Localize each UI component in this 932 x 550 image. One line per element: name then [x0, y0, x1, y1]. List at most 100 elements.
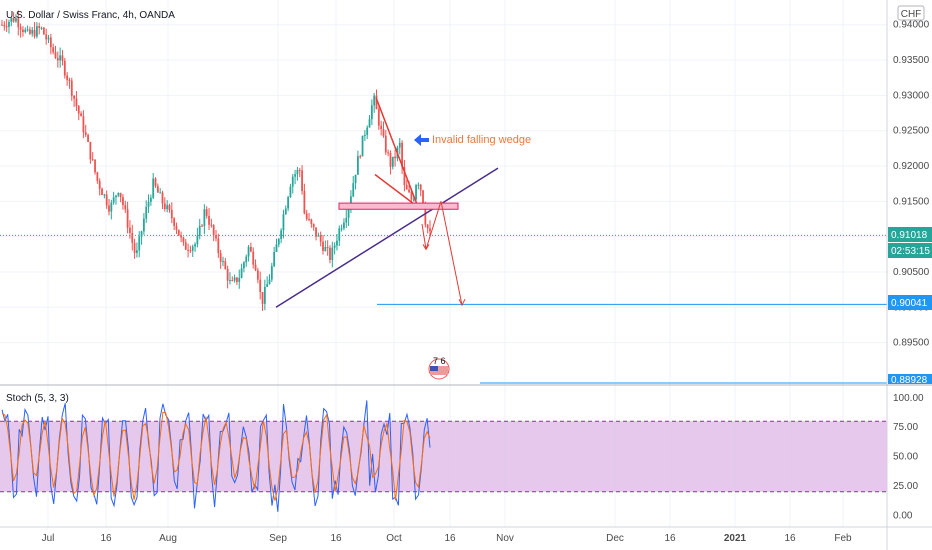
- candle-body: [152, 178, 155, 198]
- wedge-annotation[interactable]: Invalid falling wedge: [414, 134, 531, 146]
- candle-body: [398, 142, 401, 148]
- candle-body: [263, 286, 266, 304]
- projection-path: [421, 201, 463, 306]
- candle-body: [29, 29, 31, 34]
- candle-body: [8, 21, 10, 27]
- candle-body: [217, 238, 220, 254]
- candle-body: [35, 26, 38, 37]
- candle-body: [422, 190, 424, 207]
- candle-body: [356, 156, 359, 175]
- price-tick-4: 0.92000: [893, 161, 930, 172]
- stoch-title: Stoch (5, 3, 3): [6, 393, 69, 404]
- candle-body: [233, 277, 236, 281]
- candle-body: [98, 180, 101, 189]
- candle-body: [303, 191, 306, 214]
- candle-body: [119, 192, 122, 198]
- candle-body: [366, 127, 369, 135]
- candle-body: [243, 262, 245, 269]
- candle-body: [166, 205, 169, 210]
- candle-body: [59, 55, 62, 61]
- currency-badge[interactable]: [897, 5, 925, 21]
- candle-body: [277, 238, 280, 245]
- candle-body: [401, 142, 403, 168]
- candle-body: [410, 192, 413, 200]
- candle-body: [219, 253, 222, 262]
- candle-body: [49, 37, 52, 48]
- candle-body: [198, 225, 201, 236]
- candle-body: [326, 247, 329, 249]
- candle-body: [94, 159, 96, 173]
- candle-body: [229, 280, 231, 282]
- candle-body: [196, 235, 199, 245]
- candle-body: [359, 156, 362, 158]
- candle-body: [282, 214, 285, 231]
- candle-body: [268, 279, 271, 285]
- time-tick-0: Jul: [42, 533, 55, 544]
- candle-body: [156, 186, 159, 193]
- candle-body: [289, 186, 292, 198]
- candle-body: [52, 47, 55, 53]
- candle-body: [96, 172, 99, 181]
- last-price-tag: 0.91018: [888, 227, 932, 242]
- svg-text:0.91018: 0.91018: [891, 230, 928, 241]
- candle-body: [354, 174, 357, 184]
- candle-body: [56, 57, 59, 61]
- candle-body: [270, 266, 273, 280]
- candle-body: [161, 192, 164, 204]
- candle-body: [347, 207, 350, 218]
- candle-body: [33, 29, 36, 37]
- candle-body: [415, 185, 417, 200]
- candle-body: [19, 27, 22, 30]
- stoch-axis[interactable]: 100.00 75.00 50.00 25.00 0.00: [893, 393, 924, 522]
- stoch-band: [0, 421, 887, 492]
- candle-body: [236, 277, 238, 282]
- candle-body: [117, 192, 120, 196]
- candle-body: [168, 205, 171, 210]
- candle-body: [247, 246, 250, 257]
- candle-body: [147, 201, 150, 207]
- candle-body: [101, 188, 103, 195]
- currency-label: CHF: [901, 9, 922, 20]
- price-tick-5: 0.91500: [893, 196, 930, 207]
- candle-body: [363, 134, 366, 136]
- candle-body: [426, 224, 429, 229]
- support-trendline: [275, 167, 499, 308]
- candle-body: [103, 194, 106, 196]
- candle-body: [45, 34, 48, 40]
- candle-body: [136, 250, 138, 253]
- candle-body: [124, 205, 127, 210]
- candle-body: [210, 224, 213, 226]
- arrow-left-icon: [414, 134, 429, 146]
- event-badge[interactable]: 7 6: [428, 356, 450, 380]
- time-axis[interactable]: Jul 16 Aug Sep 16 Oct 16 Nov Dec 16 2021 16 Feb: [42, 533, 852, 544]
- candle-body: [170, 209, 173, 219]
- candle-body: [382, 129, 385, 136]
- candle-body: [301, 170, 303, 192]
- candle-body: [298, 169, 301, 171]
- countdown-tag: 02:53:15: [888, 243, 932, 258]
- candle-body: [394, 156, 397, 159]
- stoch-d-line: [1, 411, 431, 501]
- candle-body: [343, 222, 345, 229]
- candle-body: [138, 236, 141, 251]
- candle-body: [336, 240, 338, 246]
- candle-body: [159, 192, 162, 194]
- price-tick-0: 0.94000: [893, 20, 930, 31]
- time-tick-8: Dec: [606, 533, 624, 544]
- candle-body: [315, 227, 317, 237]
- candle-body: [259, 279, 262, 293]
- wedge-lower-line: [374, 173, 419, 208]
- candle-body: [284, 208, 287, 215]
- time-tick-6: 16: [444, 533, 456, 544]
- candle-body: [291, 176, 294, 187]
- candle-body: [261, 292, 264, 304]
- svg-text:0.88928: 0.88928: [891, 375, 928, 386]
- candle-body: [384, 135, 387, 153]
- candle-body: [17, 18, 20, 28]
- svg-text:0.90041: 0.90041: [891, 298, 928, 309]
- candle-body: [1, 24, 3, 26]
- candle-body: [133, 242, 136, 253]
- time-tick-1: 16: [100, 533, 112, 544]
- projection-arrowhead-small: [422, 244, 430, 251]
